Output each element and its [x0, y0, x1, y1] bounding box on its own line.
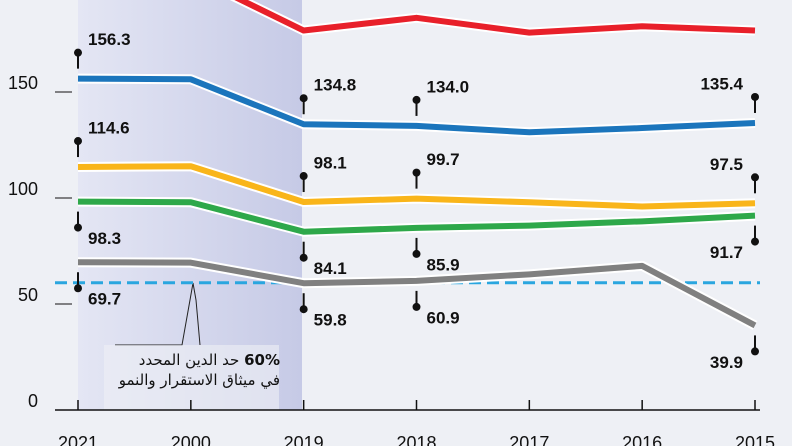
x-tick-label: 2016 [622, 433, 662, 446]
data-label: 97.5 [710, 155, 743, 174]
label-pin-dot [74, 284, 82, 293]
data-label: 91.7 [710, 243, 743, 262]
series-line [77, 75, 756, 136]
y-tick-label: 150 [8, 73, 38, 93]
label-pin-dot [74, 223, 82, 232]
data-label: 98.3 [88, 229, 121, 248]
annotation-box [104, 345, 279, 410]
series-line [77, 259, 757, 329]
x-tick-label: 2000 [171, 433, 211, 446]
data-label: 135.4 [700, 74, 743, 93]
data-label: 84.1 [314, 259, 347, 278]
label-pin-dot [412, 168, 421, 177]
label-pin-dot [74, 137, 82, 146]
data-label: 60.9 [427, 308, 460, 327]
label-pin-dot [412, 302, 421, 311]
series-line [234, 0, 756, 36]
label-pin-dot [299, 172, 308, 181]
label-pin-dot [412, 95, 421, 104]
label-pin-dot [751, 92, 759, 101]
y-tick-label: 50 [18, 285, 38, 305]
data-label: 134.8 [314, 76, 357, 95]
data-label: 98.1 [314, 154, 347, 173]
label-pin-dot [299, 253, 308, 262]
annotation-line2: في ميثاق الاستقرار والنمو [118, 371, 280, 389]
label-pin-dot [299, 305, 308, 314]
data-label: 59.8 [314, 311, 347, 330]
series-line [77, 163, 756, 210]
x-tick-label: 2021 [58, 433, 98, 446]
label-pin-dot [299, 94, 308, 103]
annotation-line1: حد الدين المحدد [138, 351, 240, 369]
label-pin-dot [751, 173, 759, 182]
y-tick-label: 0 [28, 391, 38, 411]
label-pin-dot [751, 237, 759, 246]
data-label: 114.6 [88, 119, 130, 138]
x-tick-label: 2018 [396, 433, 436, 446]
x-tick-label: 2017 [509, 433, 549, 446]
data-label: 156.3 [88, 30, 131, 49]
annotation: 60% حد الدين المحدد في ميثاق الاستقرار و… [100, 350, 280, 390]
label-pin-dot [74, 48, 82, 57]
data-label: 69.7 [88, 290, 121, 309]
series-line [77, 198, 756, 235]
data-label: 99.7 [427, 150, 460, 169]
data-label: 134.0 [427, 77, 470, 96]
data-label: 39.9 [710, 353, 743, 372]
y-tick-label: 100 [8, 179, 38, 199]
label-pin-dot [751, 347, 759, 356]
data-label: 85.9 [427, 255, 460, 274]
x-tick-label: 2015 [735, 433, 775, 446]
x-tick-label: 2019 [284, 433, 324, 446]
annotation-bold: 60% [244, 351, 280, 369]
label-pin-dot [412, 249, 421, 258]
